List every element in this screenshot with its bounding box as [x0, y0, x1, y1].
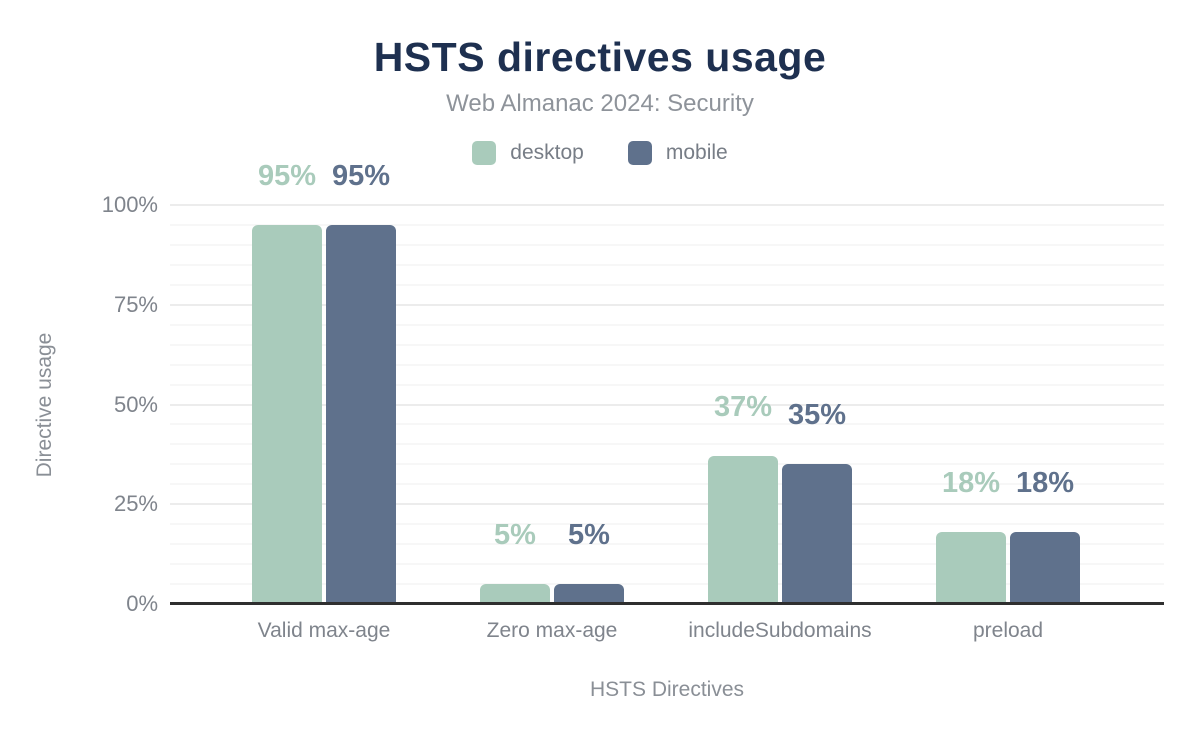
minor-gridline: [170, 383, 1164, 386]
value-label-mobile: 18%: [1015, 467, 1075, 499]
bar-mobile-valid-max-age: [326, 225, 396, 604]
minor-gridline: [170, 223, 1164, 226]
bar-mobile-preload: [1010, 532, 1080, 604]
minor-gridline: [170, 443, 1164, 446]
minor-gridline: [170, 543, 1164, 546]
legend-item-mobile[interactable]: mobile: [627, 141, 728, 165]
major-gridline: [170, 303, 1164, 306]
minor-gridline: [170, 423, 1164, 426]
bar-desktop-zero-max-age: [480, 584, 550, 604]
major-gridline: [170, 403, 1164, 406]
bar-mobile-includesubdomains: [782, 464, 852, 604]
x-axis-line: [170, 602, 1164, 605]
x-tick-label: preload: [972, 619, 1044, 642]
x-axis-title: HSTS Directives: [589, 678, 745, 701]
y-tick-label: 0%: [126, 591, 158, 616]
value-label-desktop: 95%: [257, 160, 317, 192]
bar-mobile-zero-max-age: [554, 584, 624, 604]
y-tick-label: 75%: [113, 291, 158, 317]
bar-desktop-preload: [936, 532, 1006, 604]
minor-gridline: [170, 343, 1164, 346]
x-tick-label: Zero max-age: [486, 619, 618, 642]
minor-gridline: [170, 263, 1164, 266]
value-label-mobile: 5%: [568, 519, 610, 551]
major-gridline: [170, 204, 1164, 206]
x-tick-label: includeSubdomains: [688, 619, 872, 642]
y-tick-label: 50%: [113, 391, 158, 417]
value-label-desktop: 18%: [941, 467, 1001, 499]
minor-gridline: [170, 323, 1164, 326]
chart-title: HSTS directives usage: [373, 34, 827, 80]
value-label-desktop: 37%: [713, 391, 773, 423]
minor-gridline: [170, 283, 1164, 286]
minor-gridline: [170, 483, 1164, 486]
minor-gridline: [170, 463, 1164, 466]
value-label-mobile: 95%: [331, 160, 391, 192]
bar-desktop-includesubdomains: [708, 456, 778, 604]
chart-subtitle: Web Almanac 2024: Security: [446, 90, 754, 117]
x-tick-label: Valid max-age: [257, 619, 391, 642]
desktop-swatch-icon: [472, 141, 497, 165]
bar-desktop-valid-max-age: [252, 225, 322, 604]
legend-label-mobile: mobile: [665, 141, 728, 164]
value-label-desktop: 5%: [494, 519, 536, 551]
legend-label-desktop: desktop: [510, 141, 584, 164]
legend: desktop mobile: [0, 141, 1200, 165]
minor-gridline: [170, 363, 1164, 366]
minor-gridline: [170, 243, 1164, 246]
mobile-swatch-icon: [627, 141, 652, 165]
value-label-mobile: 35%: [787, 399, 847, 431]
minor-gridline: [170, 523, 1164, 526]
major-gridline: [170, 503, 1164, 506]
minor-gridline: [170, 583, 1164, 586]
y-tick-label: 25%: [113, 491, 158, 517]
y-tick-label: 100%: [101, 192, 158, 217]
legend-item-desktop[interactable]: desktop: [472, 141, 584, 165]
minor-gridline: [170, 563, 1164, 566]
